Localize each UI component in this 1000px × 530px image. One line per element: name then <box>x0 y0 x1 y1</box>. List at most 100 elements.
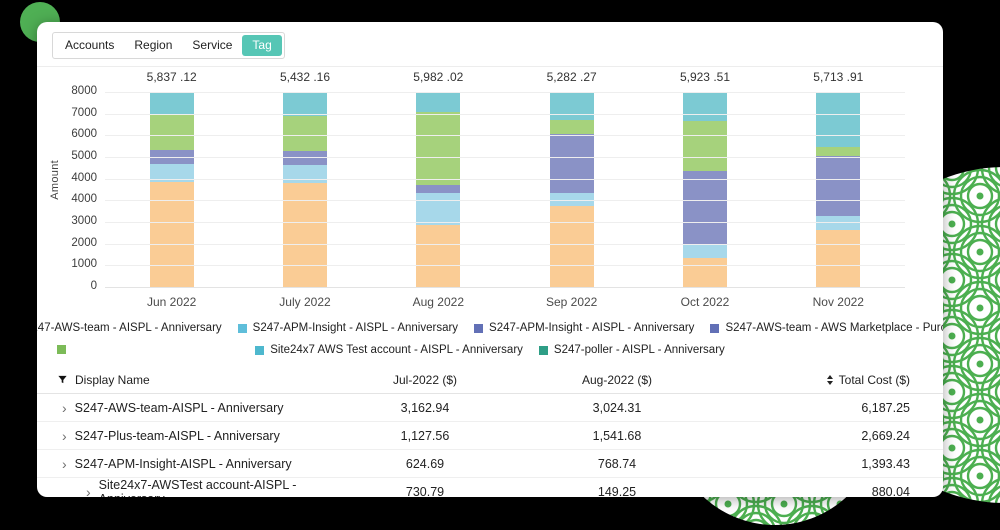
bar-segment[interactable] <box>149 92 194 114</box>
bar-segment[interactable] <box>682 257 727 287</box>
stacked-bar[interactable] <box>416 92 461 287</box>
gridline <box>105 135 905 137</box>
legend-row-1: S247-AWS-team - AISPL - Anniversary S247-… <box>37 322 943 334</box>
legend-item[interactable]: S247-AWS-team - AWS Marketplace - Purcha… <box>710 322 943 334</box>
cell-jul: 3,162.94 <box>400 400 450 415</box>
bar-total-label: 5,923 .51 <box>679 70 730 84</box>
y-tick-label: 4000 <box>71 171 97 184</box>
column-jul-2022[interactable]: Jul-2022 ($) <box>392 372 458 387</box>
legend-row-2: Site24x7 AWS Test account - AISPL - Anni… <box>37 344 943 356</box>
row-name: S247-AWS-team-AISPL - Anniversary <box>74 400 284 415</box>
legend-item[interactable]: S247-APM-Insight - AISPL - Anniversary <box>237 322 458 334</box>
stacked-bar[interactable] <box>682 92 727 287</box>
legend-swatch <box>710 323 720 333</box>
legend-swatch <box>255 345 265 355</box>
filter-icon[interactable] <box>57 374 68 385</box>
y-tick-label: 4000 <box>71 193 97 206</box>
gridline <box>105 113 905 115</box>
bar-segment[interactable] <box>149 113 194 150</box>
bar-segment[interactable] <box>149 163 194 182</box>
bar-segment[interactable] <box>416 112 461 186</box>
bar-segment[interactable] <box>549 134 594 194</box>
bar-segment[interactable] <box>682 120 727 172</box>
stacked-bar[interactable] <box>549 92 594 287</box>
bar-slot: 5,713 .91 Nov 2022 <box>772 70 905 309</box>
bar-segment[interactable] <box>816 92 861 147</box>
cell-total: 6,187.25 <box>861 400 910 415</box>
bar-segment[interactable] <box>816 146 861 157</box>
column-aug-2022[interactable]: Aug-2022 ($) <box>581 372 653 387</box>
column-display-name[interactable]: Display Name <box>37 373 340 387</box>
bar-segment[interactable] <box>816 156 861 216</box>
bar-slot: 5,282 .27 Sep 2022 <box>505 70 638 309</box>
bar-slot: 5,982 .02 Aug 2022 <box>372 70 505 309</box>
tab-tag[interactable]: Tag <box>242 35 282 56</box>
stacked-bar[interactable] <box>816 92 861 287</box>
bar-segment[interactable] <box>682 92 727 121</box>
bar-total-label: 5,837 .12 <box>146 70 197 84</box>
bar-segment[interactable] <box>149 149 194 164</box>
legend-swatch <box>237 323 247 333</box>
bar-segment[interactable] <box>282 183 327 287</box>
bar-segment[interactable] <box>549 193 594 207</box>
legend-item[interactable]: Site24x7 AWS Test account - AISPL - Anni… <box>255 344 523 356</box>
bar-segment[interactable] <box>282 116 327 152</box>
bar-segment[interactable] <box>549 92 594 121</box>
tab-region[interactable]: Region <box>134 38 173 52</box>
cell-display-name: › S247-APM-Insight-AISPL - Anniversary <box>37 457 340 471</box>
gridline <box>105 92 905 93</box>
legend-item[interactable]: S247-AWS-team - AISPL - Anniversary <box>37 322 222 334</box>
bar-segment[interactable] <box>682 171 727 245</box>
bar-slot: 5,432 .16 July 2022 <box>238 70 371 309</box>
legend-item[interactable]: S247-APM-Insight - AISPL - Anniversary <box>474 322 694 334</box>
x-axis-label: Aug 2022 <box>412 295 465 309</box>
bar-segment[interactable] <box>549 120 594 135</box>
tab-service[interactable]: Service <box>192 38 233 52</box>
row-name: Site24x7-AWSTest account-AISPL - Anniver… <box>98 478 297 497</box>
bar-segment[interactable] <box>416 225 461 287</box>
x-axis-label: Nov 2022 <box>812 295 864 309</box>
table-body: › S247-AWS-team-AISPL - Anniversary 3,162.… <box>37 394 943 497</box>
bar-segment[interactable] <box>816 230 861 287</box>
stacked-bar[interactable] <box>149 92 194 287</box>
legend-swatch <box>57 345 66 354</box>
bar-segment[interactable] <box>282 92 327 117</box>
x-axis-label: Jun 2022 <box>146 295 197 309</box>
cell-total: 1,393.43 <box>861 456 910 471</box>
bar-segment[interactable] <box>416 193 461 226</box>
table-row[interactable]: › S247-APM-Insight-AISPL - Anniversary 624… <box>37 450 943 478</box>
bar-segment[interactable] <box>682 244 727 258</box>
cell-jul: 730.79 <box>405 485 445 497</box>
bar-segment[interactable] <box>816 215 861 231</box>
bar-segment[interactable] <box>282 164 327 184</box>
legend-item[interactable]: S247-poller - AISPL - Anniversary <box>538 344 725 356</box>
bar-total-label: 5,432 .16 <box>279 70 331 84</box>
tab-accounts[interactable]: Accounts <box>65 38 115 52</box>
cell-aug: 768.74 <box>597 456 637 471</box>
column-total-cost[interactable]: Total Cost ($) <box>724 373 943 387</box>
gridline <box>105 222 905 223</box>
legend-item[interactable] <box>57 345 66 354</box>
expand-chevron-icon[interactable]: › <box>86 484 91 497</box>
y-tick-label: 2000 <box>71 236 97 249</box>
sort-icon[interactable] <box>826 374 833 385</box>
table-row[interactable]: › S247-AWS-team-AISPL - Anniversary 3,162.… <box>37 394 943 422</box>
bar-segment[interactable] <box>149 181 194 287</box>
bar-segment[interactable] <box>416 185 461 194</box>
expand-chevron-icon[interactable]: › <box>62 455 67 472</box>
expand-chevron-icon[interactable]: › <box>62 399 67 416</box>
y-tick-label: 5000 <box>71 150 97 162</box>
legend-label: S247-AWS-team - AISPL - Anniversary <box>37 322 222 334</box>
bar-segment[interactable] <box>549 206 594 287</box>
legend-label: S247-poller - AISPL - Anniversary <box>553 344 725 356</box>
bar-segment[interactable] <box>416 92 461 113</box>
bar-segment[interactable] <box>282 151 327 165</box>
stacked-bar[interactable] <box>282 92 327 287</box>
bar-slot: 5,923 .51 Oct 2022 <box>638 70 771 309</box>
legend-swatch <box>538 345 548 355</box>
table-row[interactable]: › S247-Plus-team-AISPL - Anniversary 1,127… <box>37 422 943 450</box>
expand-chevron-icon[interactable]: › <box>62 427 67 444</box>
table-row[interactable]: › Site24x7-AWSTest account-AISPL - Annive… <box>37 478 943 497</box>
cell-aug: 1,541.68 <box>592 428 642 443</box>
x-axis-label: Oct 2022 <box>680 295 730 309</box>
